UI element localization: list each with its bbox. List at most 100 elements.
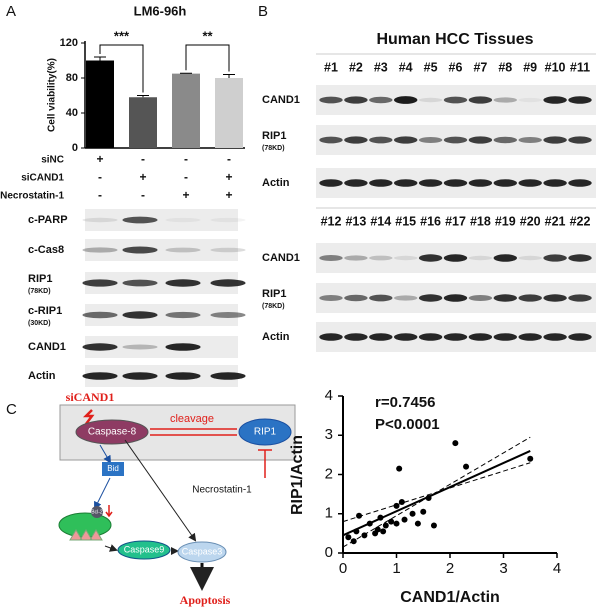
blot-band (543, 96, 567, 104)
scatter-point (414, 520, 421, 527)
blot-band (468, 295, 493, 301)
caspase9-node (117, 540, 171, 560)
error-bar (137, 95, 149, 98)
blot-band (210, 372, 246, 380)
x-tick-label: 3 (499, 560, 507, 577)
blot-band (568, 179, 592, 187)
sample-label: #19 (495, 214, 516, 228)
caspase3-node (177, 541, 227, 563)
sample-label: #2 (349, 60, 363, 74)
bar (129, 97, 157, 148)
scatter-point (452, 440, 459, 447)
blot-band (165, 343, 201, 351)
blot-label: RIP1 (262, 288, 286, 300)
scatter-point (366, 520, 373, 527)
significance-label: *** (114, 28, 130, 43)
blot-band (369, 136, 393, 144)
blot-strip (85, 304, 238, 326)
sample-label: #13 (345, 214, 366, 228)
scatter-point (382, 522, 389, 529)
significance-bracket (99, 44, 144, 93)
blot-band (568, 294, 592, 302)
bar (215, 78, 243, 148)
treatment-sign: + (225, 170, 232, 184)
blot-band (418, 179, 443, 187)
blot-band (568, 136, 592, 144)
y-tick-label: 120 (60, 37, 78, 49)
blot-band (543, 254, 567, 262)
treatment-sign: - (184, 170, 188, 184)
treatment-sign: - (98, 170, 102, 184)
node-label: Caspase3 (182, 546, 223, 556)
blot-band (369, 294, 393, 302)
blot-label: CAND1 (262, 252, 300, 264)
arrow (104, 544, 118, 552)
outcome-label: Apoptosis (180, 593, 231, 607)
blot-band (418, 137, 443, 143)
blot-band (210, 279, 246, 287)
blot-band (493, 136, 518, 144)
node-label: RIP1 (254, 427, 277, 438)
bcl2-node (91, 506, 103, 518)
blot-band (443, 96, 468, 104)
bid-node (102, 462, 124, 476)
blot-band (319, 333, 343, 341)
blot-band (493, 179, 518, 187)
blot-label: c-RIP1 (28, 305, 62, 317)
y-tick-label: 0 (325, 544, 333, 561)
rip1-node (238, 418, 292, 446)
scatter-point (430, 522, 437, 529)
y-tick-label: 80 (66, 72, 78, 84)
node-label: Caspase-8 (88, 427, 137, 438)
cleavage-label: cleavage (170, 413, 214, 425)
sample-label: #8 (498, 60, 512, 74)
blot-band (568, 254, 592, 262)
x-tick-label: 4 (553, 560, 561, 577)
blot-band (543, 179, 567, 187)
y-tick-label: 40 (66, 107, 78, 119)
blot-sublabel: (78KD) (262, 145, 285, 152)
blot-band (319, 179, 343, 187)
blot-band (369, 96, 393, 104)
sample-label: #17 (445, 214, 466, 228)
blot-label: CAND1 (28, 341, 66, 353)
chart-title: LM6-96h (134, 3, 187, 18)
blot-band (82, 343, 118, 351)
blot-band (165, 311, 201, 319)
blot-band (543, 294, 567, 302)
scatter-point (393, 520, 400, 527)
blot-band (543, 333, 567, 341)
y-tick-label: 2 (325, 465, 333, 482)
blot-band (418, 294, 443, 302)
blot-label: RIP1 (262, 130, 286, 142)
caspase8-node (75, 419, 149, 445)
treatment-label: siCAND1 (21, 173, 64, 184)
blot-band (369, 179, 393, 187)
inhibitor-label: Necrostatin-1 (192, 485, 252, 496)
blot-band (443, 254, 468, 262)
blot-band (393, 96, 418, 104)
scatter-point (463, 463, 470, 470)
blot-band (568, 96, 592, 104)
blot-band (393, 295, 418, 301)
sample-label: #21 (545, 214, 566, 228)
lightning (82, 409, 95, 425)
blot-band (518, 179, 542, 187)
scatter-point (393, 502, 400, 509)
sample-label: #10 (545, 60, 566, 74)
blot-band (518, 255, 542, 261)
blot-band (210, 217, 246, 223)
treatment-sign: - (141, 152, 145, 166)
scatter-point (396, 465, 403, 472)
bar (86, 60, 114, 148)
blot-label: Actin (28, 370, 56, 382)
scatter-point (420, 508, 427, 515)
scatter-point (398, 498, 405, 505)
node-label: Caspase9 (124, 544, 165, 554)
sample-label: #11 (570, 60, 590, 74)
arrow (99, 444, 112, 464)
treatment-sign: - (98, 188, 102, 202)
scatter-point (374, 526, 381, 533)
